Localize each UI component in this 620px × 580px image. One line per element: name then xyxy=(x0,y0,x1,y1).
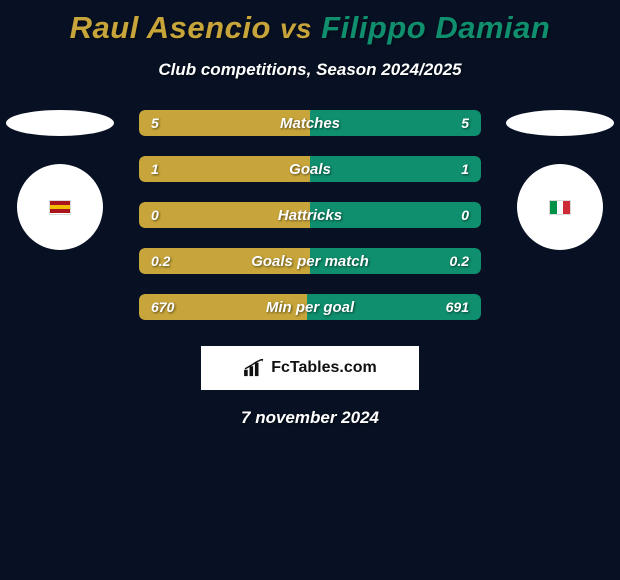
player2-avatar-col xyxy=(500,110,620,250)
player2-ellipse xyxy=(506,110,614,136)
player1-ellipse xyxy=(6,110,114,136)
stat-row: 00Hattricks xyxy=(139,202,481,228)
subtitle: Club competitions, Season 2024/2025 xyxy=(0,60,620,80)
stat-bar-right xyxy=(307,294,481,320)
brand-box[interactable]: FcTables.com xyxy=(201,346,419,390)
player2-avatar xyxy=(517,164,603,250)
stat-bar-right xyxy=(310,156,481,182)
spain-flag-icon xyxy=(49,200,71,215)
player1-avatar-col xyxy=(0,110,120,250)
stats-list: 55Matches 11Goals 00Hattricks 0.20.2Goals p… xyxy=(139,110,481,320)
page-root: Raul Asencio vs Filippo Damian Club comp… xyxy=(0,0,620,580)
chart-icon xyxy=(243,359,265,377)
page-title: Raul Asencio vs Filippo Damian xyxy=(0,0,620,46)
player1-avatar xyxy=(17,164,103,250)
stat-bar-right xyxy=(310,202,481,228)
stat-bar-left xyxy=(139,156,310,182)
stat-bar-left xyxy=(139,110,310,136)
date-line: 7 november 2024 xyxy=(0,408,620,428)
stat-row: 11Goals xyxy=(139,156,481,182)
stat-bar-right xyxy=(310,110,481,136)
comparison-area: 55Matches 11Goals 00Hattricks 0.20.2Goals p… xyxy=(0,110,620,320)
stat-row: 670691Min per goal xyxy=(139,294,481,320)
stat-row: 55Matches xyxy=(139,110,481,136)
brand-text: FcTables.com xyxy=(271,359,377,377)
stat-row: 0.20.2Goals per match xyxy=(139,248,481,274)
title-player1: Raul Asencio xyxy=(70,10,271,45)
title-player2: Filippo Damian xyxy=(321,10,550,45)
italy-flag-icon xyxy=(549,200,571,215)
stat-bar-left xyxy=(139,202,310,228)
stat-bar-left xyxy=(139,248,310,274)
stat-bar-right xyxy=(310,248,481,274)
stat-bar-left xyxy=(139,294,307,320)
title-vs: vs xyxy=(280,13,312,44)
